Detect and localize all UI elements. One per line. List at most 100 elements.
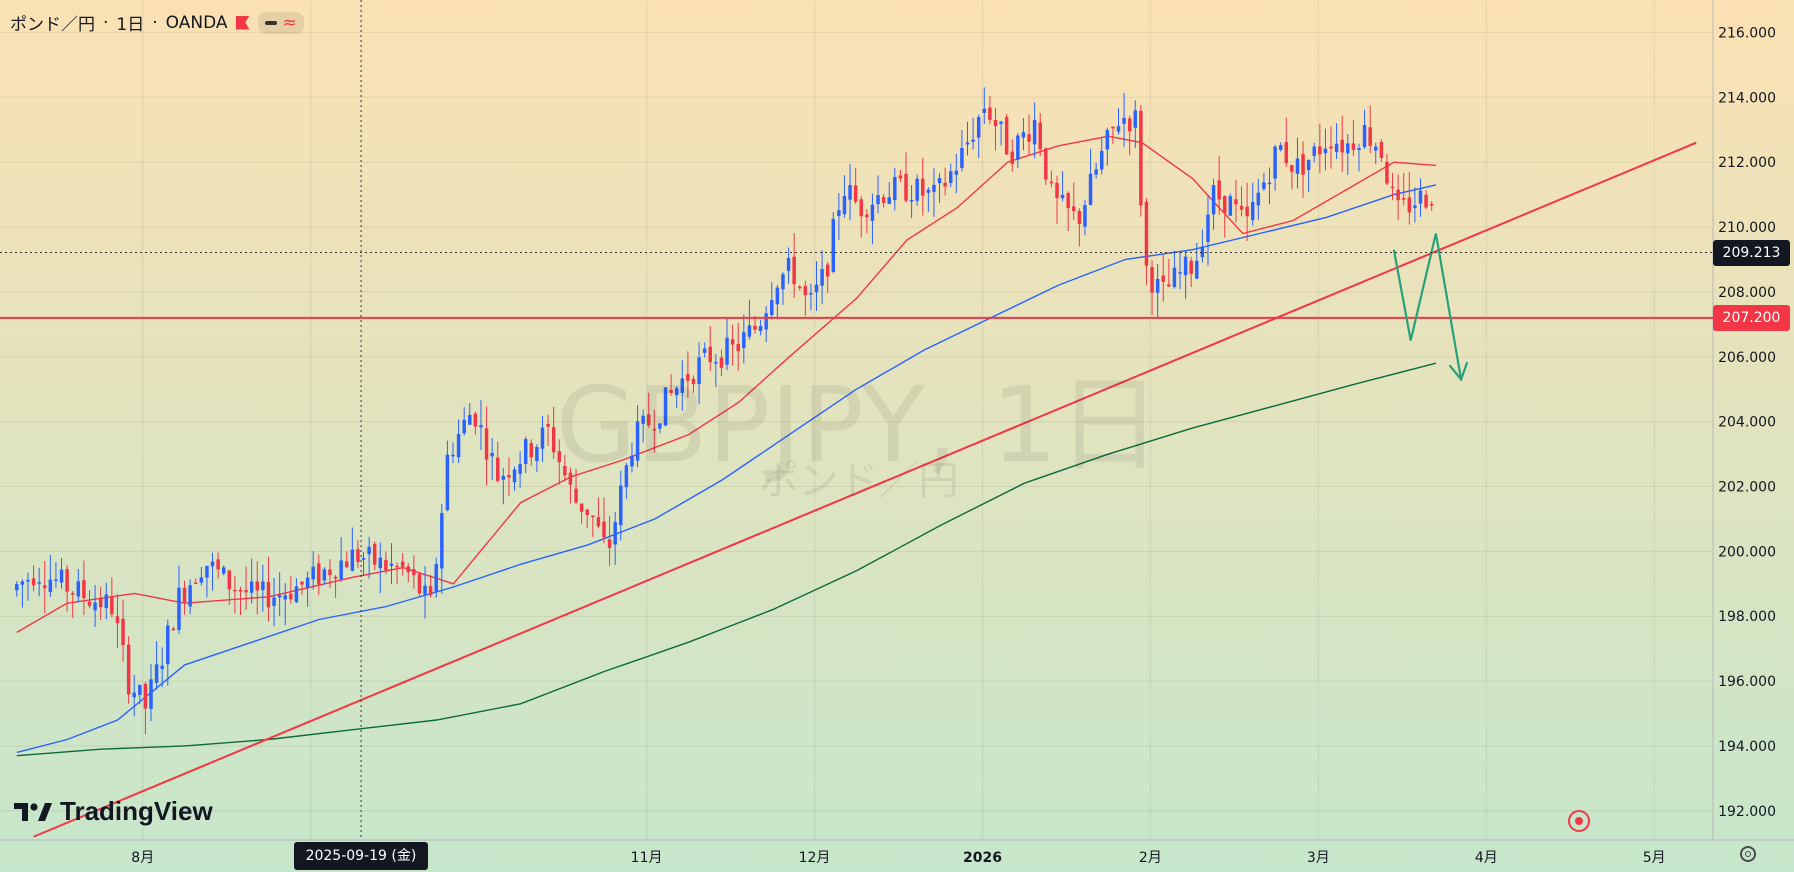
candle-down bbox=[110, 596, 114, 615]
candle-down bbox=[412, 569, 416, 576]
candle-up bbox=[277, 595, 282, 598]
record-icon[interactable] bbox=[1568, 810, 1590, 832]
candle-down bbox=[244, 590, 248, 593]
candle-up bbox=[93, 602, 97, 611]
candle-up bbox=[1183, 256, 1188, 276]
candle-up bbox=[1267, 182, 1272, 185]
y-tick-label: 198.000 bbox=[1718, 609, 1776, 625]
candle-down bbox=[1139, 110, 1143, 206]
gear-icon[interactable] bbox=[1740, 846, 1756, 862]
candle-up bbox=[1273, 146, 1277, 179]
candle-down bbox=[1038, 122, 1042, 150]
candle-down bbox=[384, 559, 388, 570]
x-tick-label: 5月 bbox=[1643, 850, 1666, 866]
candle-up bbox=[479, 425, 483, 428]
candle-up bbox=[283, 595, 287, 600]
candle-up bbox=[518, 464, 522, 474]
candle-up bbox=[451, 454, 455, 457]
candle-up bbox=[361, 557, 366, 560]
tradingview-logo[interactable]: TradingView bbox=[14, 796, 213, 827]
candle-up bbox=[1346, 143, 1350, 154]
candle-down bbox=[1027, 134, 1031, 142]
candle-up bbox=[775, 287, 780, 305]
candle-up bbox=[456, 434, 461, 458]
candle-up bbox=[154, 664, 159, 683]
flag-icon[interactable] bbox=[235, 15, 250, 30]
candle-up bbox=[445, 454, 450, 511]
candle-down bbox=[1245, 206, 1249, 217]
candlestick-series bbox=[15, 87, 1434, 735]
candle-up bbox=[1105, 130, 1110, 150]
candle-down bbox=[1379, 141, 1384, 158]
candle-down bbox=[126, 644, 131, 695]
candle-down bbox=[1077, 210, 1082, 224]
candle-up bbox=[54, 579, 58, 581]
candle-down bbox=[1396, 189, 1400, 201]
broker-label[interactable]: OANDA bbox=[165, 12, 228, 33]
crosshair-date-label: 2025-09-19 (金) bbox=[293, 842, 429, 870]
candle-down bbox=[1049, 181, 1054, 184]
candle-up bbox=[635, 421, 640, 461]
candle-down bbox=[82, 580, 86, 599]
candle-up bbox=[48, 579, 53, 592]
candle-up bbox=[311, 566, 315, 580]
x-tick-label: 12月 bbox=[799, 850, 831, 866]
candle-up bbox=[177, 587, 181, 630]
candle-down bbox=[686, 374, 690, 381]
symbol-name[interactable]: ポンド／円 bbox=[10, 15, 95, 35]
separator-dot: · bbox=[152, 12, 158, 33]
symbol-header[interactable]: ポンド／円 · 1日 · OANDA ≈ bbox=[10, 10, 304, 35]
candle-up bbox=[948, 171, 953, 184]
candle-up bbox=[1418, 190, 1423, 204]
candle-down bbox=[1407, 197, 1412, 213]
candle-up bbox=[831, 218, 836, 272]
candle-up bbox=[1178, 272, 1182, 274]
separator-dot: · bbox=[103, 12, 109, 33]
y-tick-label: 202.000 bbox=[1718, 479, 1776, 495]
x-tick-label: 2月 bbox=[1139, 850, 1162, 866]
crosshair bbox=[0, 0, 1713, 840]
candle-down bbox=[115, 616, 120, 624]
candle-up bbox=[1172, 267, 1177, 287]
candle-down bbox=[753, 325, 757, 330]
candle-down bbox=[1234, 199, 1238, 205]
candle-up bbox=[149, 679, 153, 709]
candle-up bbox=[1262, 182, 1266, 189]
candle-down bbox=[1284, 142, 1289, 164]
candle-down bbox=[1189, 260, 1193, 274]
candle-down bbox=[400, 561, 405, 567]
indicator-toggle[interactable]: ≈ bbox=[257, 11, 304, 34]
candle-up bbox=[462, 419, 466, 434]
candle-down bbox=[1401, 198, 1406, 200]
candle-up bbox=[613, 521, 617, 545]
candle-up bbox=[468, 414, 472, 425]
trend-line bbox=[33, 141, 1697, 838]
candle-up bbox=[842, 195, 847, 215]
y-tick-label: 200.000 bbox=[1718, 544, 1776, 560]
candle-up bbox=[1122, 117, 1126, 124]
candle-down bbox=[1368, 127, 1372, 146]
candle-down bbox=[546, 423, 550, 427]
y-tick-label: 194.000 bbox=[1718, 739, 1776, 755]
drawings[interactable] bbox=[0, 141, 1713, 838]
candle-down bbox=[993, 119, 998, 127]
interval-label[interactable]: 1日 bbox=[116, 15, 145, 35]
minus-icon[interactable] bbox=[264, 20, 277, 25]
candle-up bbox=[909, 200, 914, 202]
candle-up bbox=[104, 594, 109, 608]
candle-up bbox=[440, 513, 444, 569]
candle-down bbox=[406, 566, 410, 573]
candle-up bbox=[1016, 135, 1020, 160]
x-axis: 8月9月11月12月20262月3月4月5月 bbox=[0, 839, 1794, 866]
candle-up bbox=[1357, 148, 1361, 151]
approx-icon[interactable]: ≈ bbox=[282, 12, 297, 33]
candle-up bbox=[1021, 132, 1026, 138]
candle-down bbox=[507, 475, 511, 478]
candle-down bbox=[563, 465, 567, 476]
candle-down bbox=[1010, 151, 1014, 164]
candle-down bbox=[143, 684, 148, 709]
x-tick-label: 4月 bbox=[1475, 850, 1498, 866]
candle-down bbox=[182, 587, 187, 603]
